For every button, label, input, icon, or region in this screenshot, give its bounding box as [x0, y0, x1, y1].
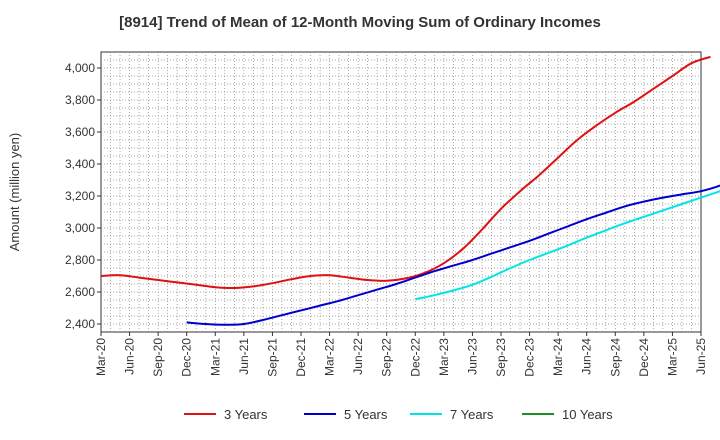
x-tick-label: Mar-20	[94, 338, 108, 376]
x-tick-label: Mar-22	[323, 338, 337, 376]
y-tick-label: 3,400	[65, 157, 95, 171]
y-tick-label: 3,800	[65, 93, 95, 107]
y-tick-label: 2,600	[65, 285, 95, 299]
horizontal-gridlines	[101, 59, 701, 325]
series-lines	[100, 55, 720, 326]
x-tick-label: Jun-21	[237, 338, 251, 375]
legend-label-10-years: 10 Years	[562, 407, 613, 422]
y-axis-ticks: 2,400 2,600 2,800 3,000 3,200 3,400 3,600 3,800…	[65, 61, 101, 331]
plot-area	[100, 51, 702, 333]
y-tick-label: 3,200	[65, 189, 95, 203]
series-line-5-years	[186, 184, 720, 326]
y-tick-label: 3,000	[65, 221, 95, 235]
x-tick-label: Dec-22	[408, 338, 422, 377]
series-line-7-years	[415, 190, 720, 301]
x-tick-label: Mar-25	[665, 338, 679, 376]
y-tick-label: 4,000	[65, 61, 95, 75]
x-tick-label: Jun-20	[123, 338, 137, 375]
x-tick-label: Jun-25	[694, 338, 708, 375]
x-tick-label: Mar-24	[551, 338, 565, 376]
x-tick-label: Dec-24	[637, 338, 651, 377]
x-tick-label: Sep-23	[494, 338, 508, 377]
legend-label-3-years: 3 Years	[224, 407, 268, 422]
x-tick-label: Sep-24	[608, 338, 622, 377]
x-axis-ticks: Mar-20 Jun-20 Sep-20 Dec-20 Mar-21 Jun-21 Sep-…	[94, 332, 708, 377]
x-tick-label: Jun-23	[465, 338, 479, 375]
y-tick-label: 2,400	[65, 317, 95, 331]
chart-title: [8914] Trend of Mean of 12-Month Moving …	[119, 14, 601, 31]
x-tick-label: Mar-23	[437, 338, 451, 376]
y-axis-label: Amount (million yen)	[7, 133, 22, 252]
x-tick-label: Sep-22	[380, 338, 394, 377]
x-tick-label: Jun-22	[351, 338, 365, 375]
legend-label-7-years: 7 Years	[450, 407, 494, 422]
x-tick-label: Dec-20	[180, 338, 194, 377]
x-tick-label: Sep-21	[265, 338, 279, 377]
legend-label-5-years: 5 Years	[344, 407, 388, 422]
y-tick-label: 2,800	[65, 253, 95, 267]
x-tick-label: Mar-21	[208, 338, 222, 376]
x-tick-label: Dec-23	[523, 338, 537, 377]
x-tick-label: Jun-24	[580, 338, 594, 375]
y-tick-label: 3,600	[65, 125, 95, 139]
series-line-3-years	[100, 55, 711, 290]
x-tick-label: Dec-21	[294, 338, 308, 377]
legend: 3 Years 5 Years 7 Years 10 Years	[184, 407, 613, 422]
x-tick-label: Sep-20	[151, 338, 165, 377]
